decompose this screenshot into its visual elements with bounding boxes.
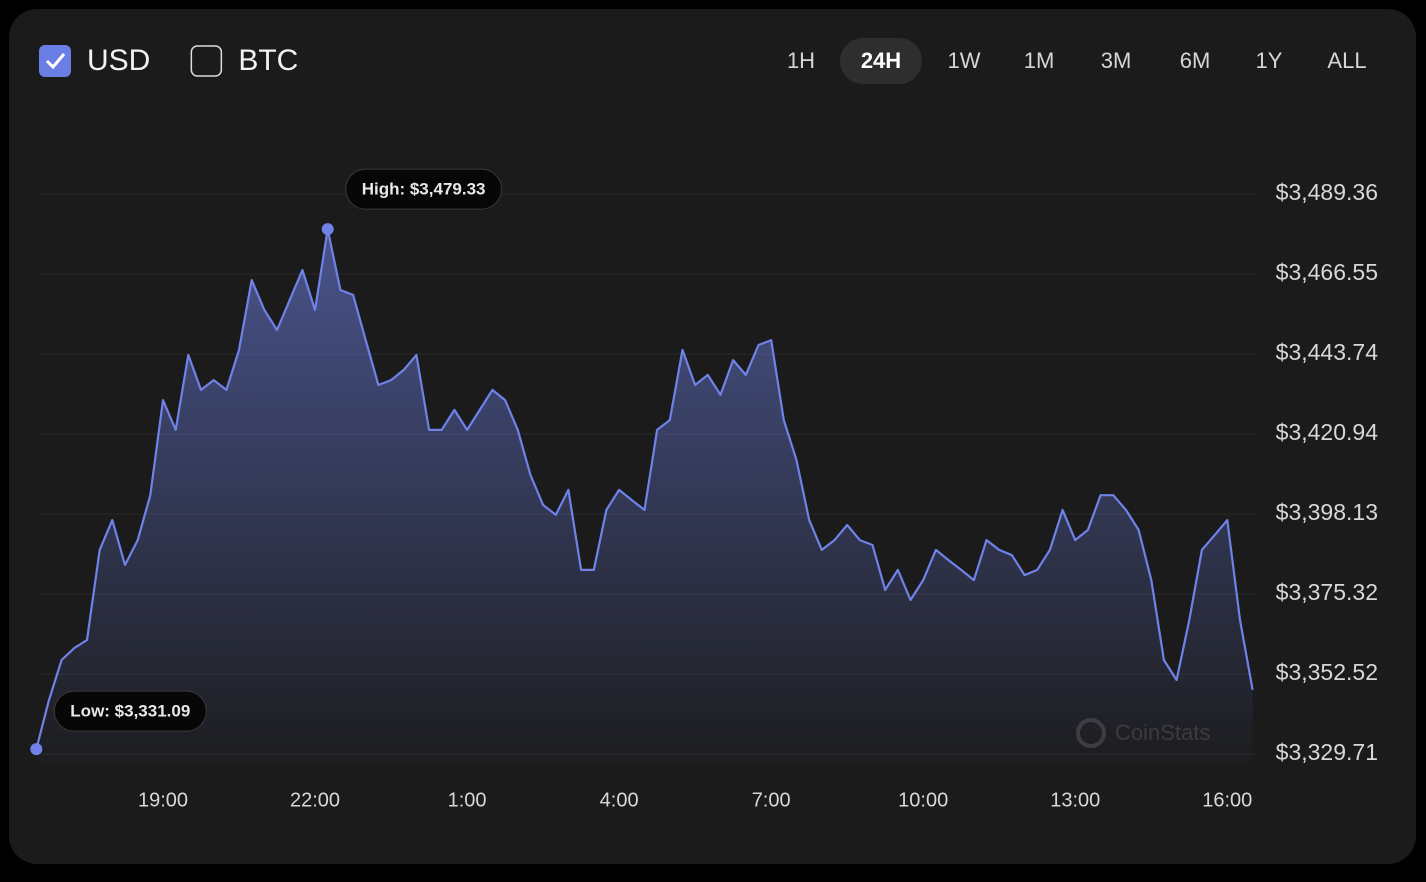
x-tick-label: 4:00	[600, 789, 639, 811]
price-line	[35, 228, 1254, 750]
range-button[interactable]: 6M	[1180, 48, 1211, 73]
annotation-label: Low: $3,331.09	[70, 702, 190, 721]
checkbox[interactable]	[39, 45, 71, 77]
x-tick-label: 10:00	[898, 789, 948, 811]
checkmark	[45, 53, 66, 70]
y-tick-label: $3,443.74	[1276, 339, 1379, 365]
x-tick-label: 1:00	[448, 789, 487, 811]
currency-label: USD	[87, 44, 150, 77]
y-tick-label: $3,420.94	[1276, 419, 1379, 445]
y-tick-label: $3,329.71	[1276, 739, 1378, 765]
y-tick-label: $3,398.13	[1276, 499, 1378, 525]
range-button[interactable]: 1Y	[1256, 48, 1283, 73]
range-button[interactable]: 3M	[1101, 48, 1132, 73]
x-tick-label: 13:00	[1050, 789, 1100, 811]
range-button[interactable]: 1H	[787, 48, 815, 73]
currency-label: BTC	[238, 44, 298, 77]
range-button[interactable]: 1M	[1024, 48, 1055, 73]
y-tick-label: $3,352.52	[1276, 659, 1378, 685]
y-tick-label: $3,489.36	[1276, 179, 1378, 205]
range-button[interactable]: 24H	[861, 48, 901, 73]
extreme-marker	[321, 223, 334, 236]
range-button[interactable]: ALL	[1327, 48, 1366, 73]
x-tick-label: 22:00	[290, 789, 340, 811]
x-tick-label: 19:00	[138, 789, 188, 811]
x-tick-label: 16:00	[1202, 789, 1252, 811]
range-button[interactable]: 1W	[948, 48, 981, 73]
y-tick-label: $3,375.32	[1276, 579, 1378, 605]
x-tick-label: 7:00	[752, 789, 791, 811]
extreme-marker	[30, 743, 43, 756]
area-fill	[36, 229, 1253, 764]
annotation-box	[53, 690, 207, 732]
checkbox[interactable]	[190, 45, 223, 77]
annotation-label: High: $3,479.33	[362, 180, 486, 199]
annotation-box	[345, 168, 502, 210]
y-tick-label: $3,466.55	[1276, 259, 1378, 285]
active-range-bg	[840, 38, 922, 84]
